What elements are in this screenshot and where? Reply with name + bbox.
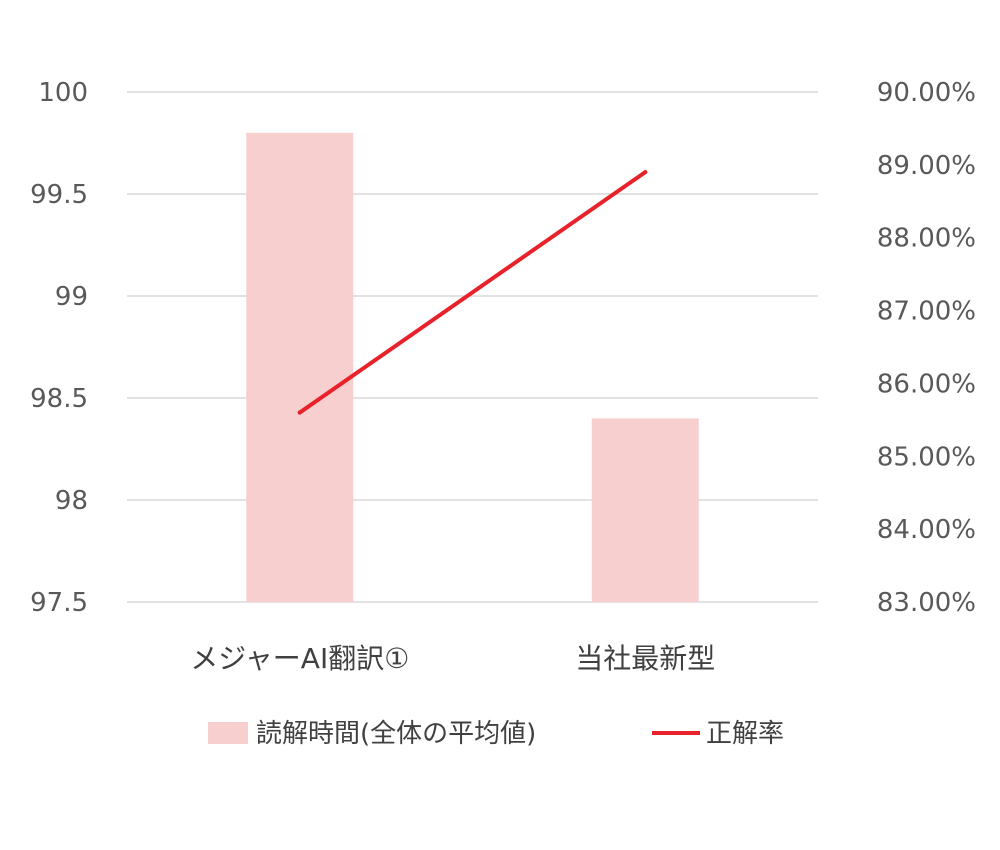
left-tick-label: 98 — [55, 486, 88, 516]
right-tick-label: 86.00% — [877, 369, 976, 399]
gridlines — [127, 91, 818, 603]
right-tick-label: 89.00% — [877, 151, 976, 181]
category-label: 当社最新型 — [575, 642, 715, 675]
line-point — [297, 410, 302, 415]
bar — [591, 418, 699, 602]
bar — [246, 132, 354, 603]
line-series — [297, 170, 648, 415]
category-axis: メジャーAI翻訳① 当社最新型 — [190, 642, 715, 675]
legend-swatch-bar — [208, 722, 248, 744]
right-axis: 83.00% 84.00% 85.00% 86.00% 87.00% 88.00% 89.0… — [877, 78, 976, 618]
line-point — [643, 170, 648, 175]
category-label: メジャーAI翻訳① — [190, 642, 409, 675]
left-tick-label: 99.5 — [30, 180, 88, 210]
line-path — [297, 170, 648, 415]
left-axis: 97.5 98 98.5 99 99.5 100 — [30, 78, 88, 618]
left-tick-label: 97.5 — [30, 588, 88, 618]
left-tick-label: 98.5 — [30, 384, 88, 414]
legend: 読解時間(全体の平均値) 正解率 — [208, 719, 784, 749]
bar-series — [246, 132, 699, 603]
right-tick-label: 90.00% — [877, 78, 976, 108]
right-tick-label: 85.00% — [877, 442, 976, 472]
right-tick-label: 87.00% — [877, 297, 976, 327]
right-tick-label: 83.00% — [877, 588, 976, 618]
left-tick-label: 100 — [38, 78, 88, 108]
left-tick-label: 99 — [55, 282, 88, 312]
right-tick-label: 88.00% — [877, 224, 976, 254]
legend-label-bar: 読解時間(全体の平均値) — [256, 719, 536, 749]
legend-label-line: 正解率 — [706, 719, 784, 749]
right-tick-label: 84.00% — [877, 515, 976, 545]
